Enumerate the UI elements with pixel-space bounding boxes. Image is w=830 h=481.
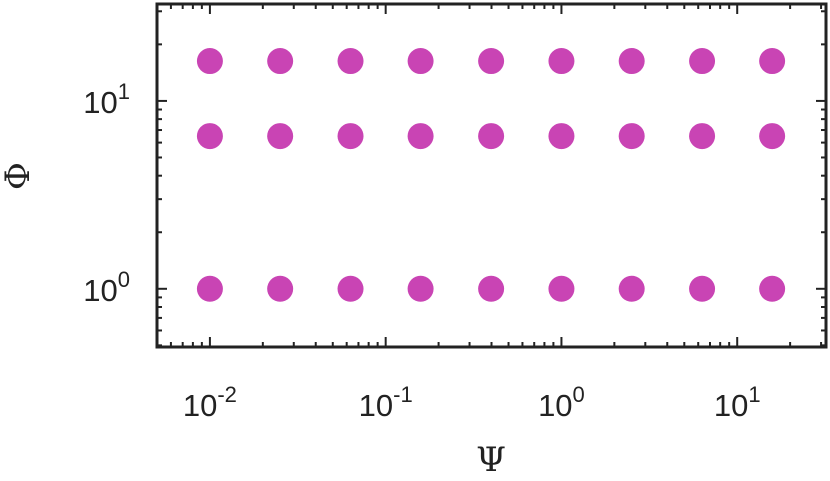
point: [689, 48, 716, 75]
point: [407, 123, 434, 150]
tick-label: 101: [83, 79, 130, 120]
tick-label: 101: [714, 382, 761, 423]
point: [337, 48, 364, 75]
point: [689, 275, 716, 302]
point: [267, 275, 294, 302]
point: [548, 48, 575, 75]
point: [407, 275, 434, 302]
plot-frame: [155, 2, 828, 349]
point: [267, 48, 294, 75]
x-axis-label: Ψ: [476, 440, 506, 480]
point: [407, 48, 434, 75]
point: [478, 48, 505, 75]
point: [548, 123, 575, 150]
point: [618, 48, 645, 75]
point: [196, 123, 223, 150]
tick-label: 100: [83, 267, 130, 308]
point: [618, 123, 645, 150]
point: [759, 275, 786, 302]
point: [759, 48, 786, 75]
point: [618, 275, 645, 302]
point: [337, 123, 364, 150]
y-axis-label: Φ: [0, 162, 38, 190]
tick-label: 10-1: [359, 382, 413, 423]
tick-label: 100: [538, 382, 585, 423]
point: [759, 123, 786, 150]
point: [689, 123, 716, 150]
tick-label: 10-2: [183, 382, 237, 423]
point: [548, 275, 575, 302]
point: [196, 275, 223, 302]
point: [196, 48, 223, 75]
point: [478, 275, 505, 302]
point: [337, 275, 364, 302]
point: [478, 123, 505, 150]
point: [267, 123, 294, 150]
